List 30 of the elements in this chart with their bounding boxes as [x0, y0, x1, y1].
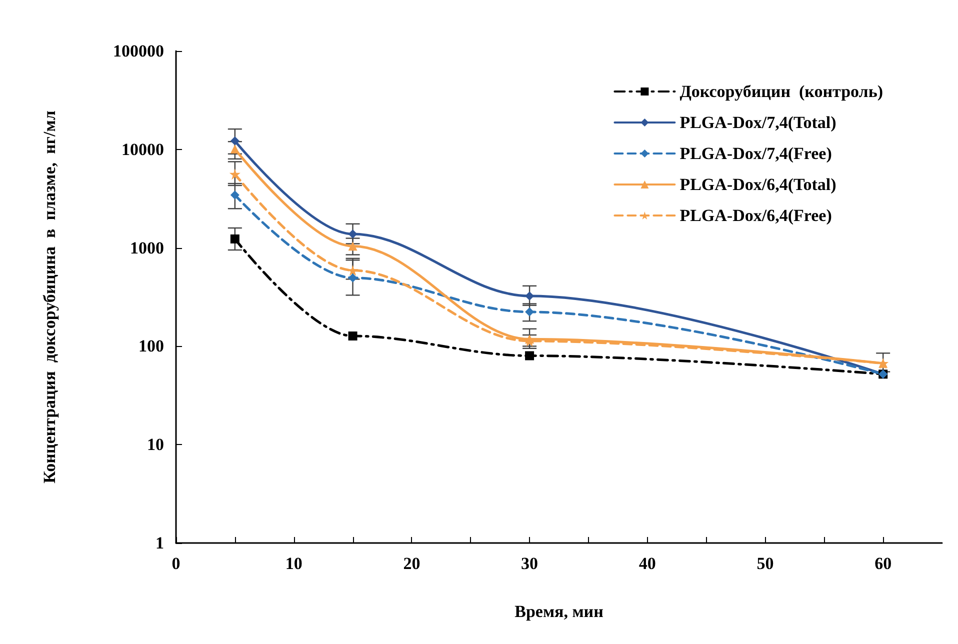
- point: [229, 168, 240, 180]
- legend-label: PLGA-Dox/6,4(Free): [680, 206, 832, 225]
- point: [348, 242, 358, 251]
- x-axis-title: Время, мин: [514, 602, 604, 621]
- x-tick-label: 20: [403, 554, 420, 573]
- point: [348, 273, 358, 282]
- legend-label: Доксорубицин (контроль): [680, 82, 884, 101]
- point: [230, 136, 240, 146]
- legend-label: PLGA-Dox/7,4(Free): [680, 144, 832, 163]
- point: [348, 230, 358, 239]
- y-tick-label: 100000: [113, 42, 164, 60]
- y-tick-label: 10: [147, 435, 164, 454]
- point: [230, 190, 240, 200]
- y-tick-label: 1: [156, 534, 164, 552]
- x-tick-label: 40: [638, 554, 656, 573]
- point: [230, 234, 240, 244]
- y-tick-label: 100: [138, 336, 164, 356]
- point: [525, 351, 534, 360]
- legend-label: PLGA-Dox/7,4(Total): [680, 113, 836, 132]
- point: [348, 331, 358, 340]
- point: [230, 144, 240, 154]
- x-tick-label: 10: [285, 554, 302, 573]
- x-tick-label: 30: [521, 554, 538, 573]
- x-tick-label: 50: [756, 554, 774, 573]
- y-axis-title: Концентрация доксорубицина в плазме, нг/мл: [40, 110, 59, 484]
- y-tick-label: 1000: [130, 238, 164, 258]
- x-tick-label: 60: [874, 554, 892, 573]
- x-tick-label: 0: [172, 554, 180, 573]
- legend-label: PLGA-Dox/6,4(Total): [680, 175, 836, 194]
- y-tick-label: 10000: [122, 140, 164, 159]
